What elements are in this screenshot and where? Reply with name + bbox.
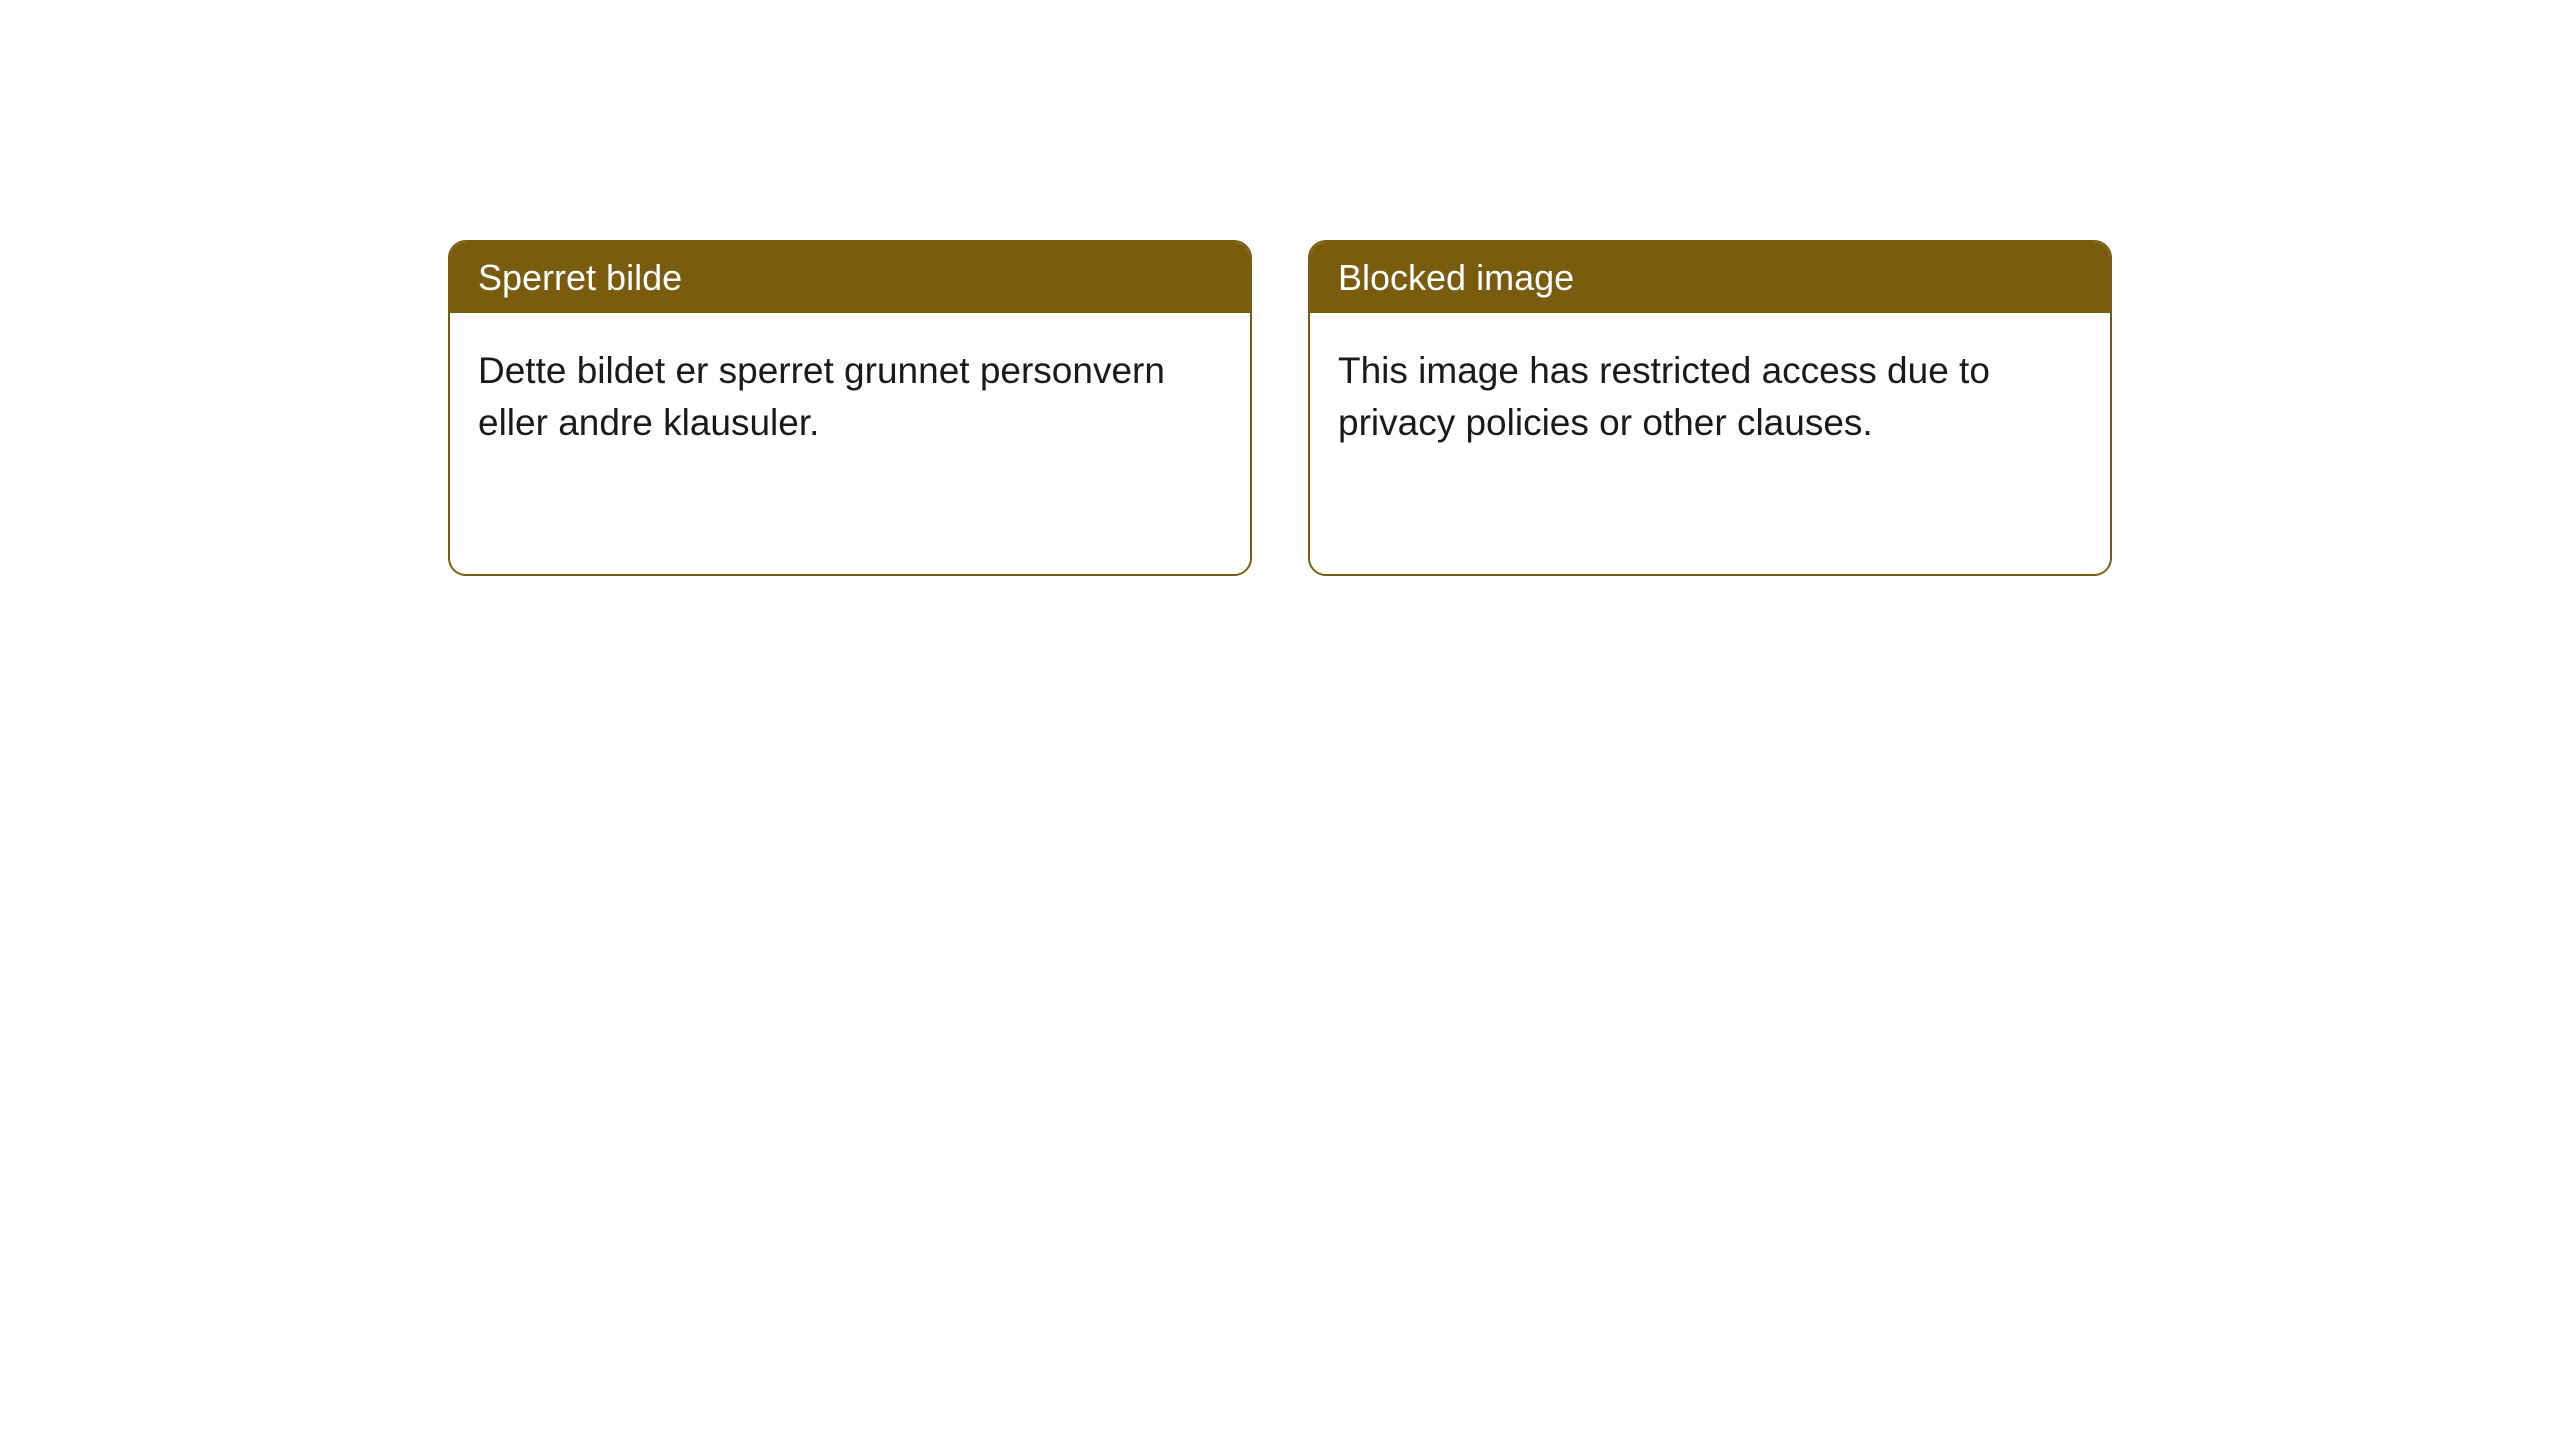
notice-card-english: Blocked image This image has restricted … [1308, 240, 2112, 576]
notice-body-norwegian: Dette bildet er sperret grunnet personve… [450, 313, 1250, 574]
notice-container: Sperret bilde Dette bildet er sperret gr… [448, 240, 2112, 576]
notice-title-english: Blocked image [1310, 242, 2110, 313]
notice-card-norwegian: Sperret bilde Dette bildet er sperret gr… [448, 240, 1252, 576]
notice-body-english: This image has restricted access due to … [1310, 313, 2110, 574]
notice-title-norwegian: Sperret bilde [450, 242, 1250, 313]
